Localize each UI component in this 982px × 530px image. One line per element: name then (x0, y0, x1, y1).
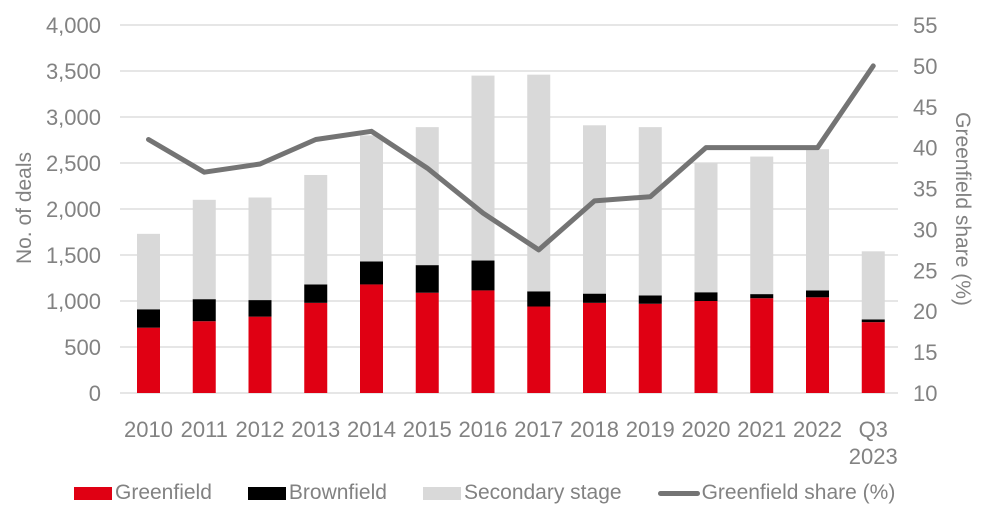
bar-brownfield-2010 (137, 309, 160, 328)
bar-secondary-stage-2020 (694, 163, 718, 293)
legend-label-greenfield-share: Greenfield share (%) (701, 481, 896, 504)
legend-item-greenfield: Greenfield (74, 481, 212, 505)
y-right-tick-label: 30 (913, 217, 937, 242)
x-tick-label-2011: 2011 (181, 417, 228, 442)
bar-secondary-stage-2015 (415, 127, 439, 266)
bar-brownfield-2014 (360, 261, 383, 285)
y-right-tick-label: 35 (913, 177, 937, 202)
x-tick-label-2019: 2019 (626, 417, 675, 442)
bar-greenfield-q3-2023 (861, 322, 885, 393)
legend-item-secondary-stage: Secondary stage (422, 481, 622, 505)
bar-brownfield-2012 (248, 300, 272, 317)
bar-greenfield-2020 (694, 301, 718, 393)
legend-label-greenfield: Greenfield (115, 481, 212, 504)
y-left-tick-label: 4,000 (46, 13, 101, 38)
x-tick-label-2018: 2018 (570, 417, 619, 442)
bar-greenfield-2012 (248, 316, 272, 393)
y-right-tick-label: 25 (913, 258, 937, 283)
bar-greenfield-2022 (806, 297, 829, 393)
bar-greenfield-2013 (304, 302, 328, 393)
bar-brownfield-2019 (638, 295, 662, 304)
bar-greenfield-2019 (638, 303, 662, 393)
bar-secondary-stage-2016 (471, 75, 495, 261)
bar-brownfield-2011 (192, 299, 216, 322)
y-left-tick-label: 1,500 (46, 243, 101, 268)
legend-label-brownfield: Brownfield (288, 481, 387, 504)
x-tick-label-2012: 2012 (236, 417, 285, 442)
x-tick-label-2022: 2022 (793, 417, 842, 442)
bar-secondary-stage-2022 (806, 149, 829, 291)
y-left-tick-label: 3,000 (46, 105, 101, 130)
y-right-tick-label: 55 (913, 13, 937, 38)
bar-secondary-stage-2017 (527, 74, 551, 292)
x-tick-label-2020: 2020 (682, 417, 731, 442)
bar-brownfield-2018 (583, 293, 606, 303)
legend-label-secondary-stage: Secondary stage (463, 481, 622, 504)
bar-secondary-stage-q3-2023 (861, 251, 885, 320)
bar-secondary-stage-2011 (192, 199, 216, 300)
bar-brownfield-q3-2023 (861, 319, 885, 323)
bar-brownfield-2017 (527, 291, 551, 307)
bar-brownfield-2013 (304, 284, 328, 303)
bar-greenfield-2015 (415, 292, 439, 393)
y-right-tick-label: 45 (913, 95, 937, 120)
bar-greenfield-2016 (471, 290, 495, 393)
bar-brownfield-2022 (806, 290, 829, 298)
x-tick-label-2013: 2013 (291, 417, 340, 442)
x-tick-label-2021: 2021 (737, 417, 786, 442)
legend-item-greenfield-share: Greenfield share (%) (657, 481, 896, 505)
y-left-tick-label: 2,500 (46, 151, 101, 176)
y-right-tick-label: 15 (913, 340, 937, 365)
bar-brownfield-2021 (750, 294, 774, 299)
x-tick-label-2014: 2014 (347, 417, 396, 442)
bar-brownfield-2020 (694, 292, 718, 301)
bar-greenfield-2011 (192, 321, 216, 393)
x-tick-label-2016: 2016 (459, 417, 508, 442)
greenfield-swatch-icon (74, 486, 112, 500)
bar-secondary-stage-2021 (750, 156, 774, 295)
bar-secondary-stage-2014 (360, 135, 383, 262)
x-tick-label-q3-2023: 2023 (849, 444, 898, 469)
x-tick-label-q3-2023: Q3 (859, 417, 888, 442)
legend: Greenfield Brownfield Secondary stage Gr… (74, 481, 895, 505)
secondary-stage-swatch-icon (422, 486, 461, 500)
left-axis-title: No. of deals (13, 151, 36, 265)
bar-brownfield-2016 (471, 260, 495, 291)
bar-secondary-stage-2012 (248, 197, 272, 301)
y-left-tick-label: 3,500 (46, 59, 101, 84)
x-tick-label-2010: 2010 (124, 417, 173, 442)
bar-brownfield-2015 (415, 265, 439, 293)
y-right-tick-label: 50 (913, 54, 937, 79)
right-axis-title: Greenfield share (%) (951, 112, 974, 306)
y-right-tick-label: 20 (913, 299, 937, 324)
bar-greenfield-2018 (583, 302, 606, 393)
bar-greenfield-2010 (137, 327, 160, 393)
y-left-tick-label: 0 (89, 381, 101, 406)
bar-secondary-stage-2013 (304, 174, 328, 285)
brownfield-swatch-icon (247, 486, 286, 500)
greenfield-share-line (146, 63, 876, 253)
bar-secondary-stage-2018 (583, 125, 606, 294)
y-left-tick-label: 2,000 (46, 197, 101, 222)
bar-greenfield-2014 (360, 284, 383, 393)
bar-secondary-stage-2019 (638, 127, 662, 296)
y-right-tick-label: 40 (913, 136, 937, 161)
greenfield-share-line-swatch-icon (657, 490, 700, 496)
bar-secondary-stage-2010 (137, 233, 160, 310)
x-tick-label-2017: 2017 (514, 417, 563, 442)
y-left-tick-label: 1,000 (46, 289, 101, 314)
bar-greenfield-2021 (750, 298, 774, 393)
y-left-tick-label: 500 (64, 335, 101, 360)
bar-greenfield-2017 (527, 306, 551, 393)
x-tick-label-2015: 2015 (403, 417, 452, 442)
legend-item-brownfield: Brownfield (247, 481, 387, 505)
y-right-tick-label: 10 (913, 381, 937, 406)
